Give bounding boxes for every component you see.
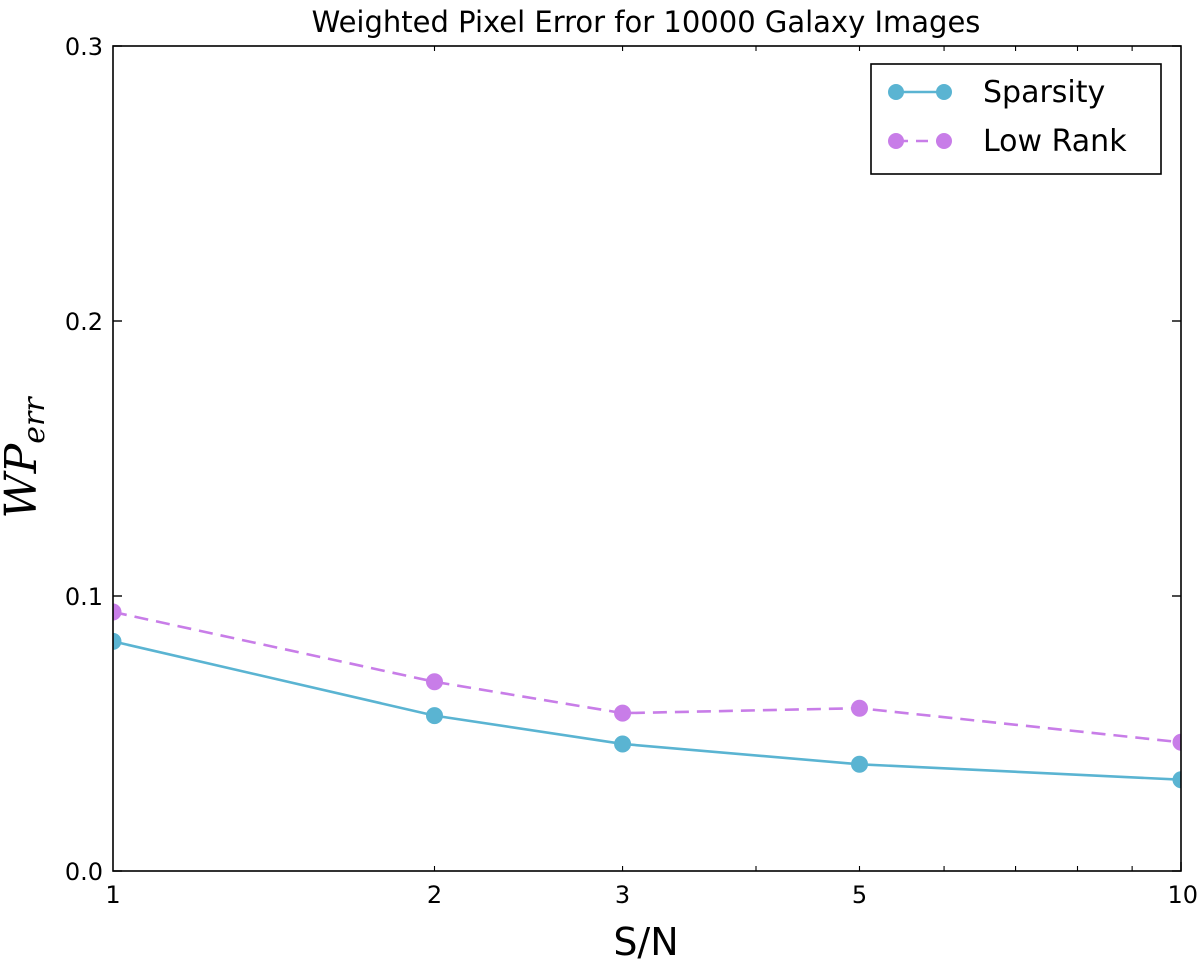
series-layer — [113, 603, 1181, 789]
legend-marker-1 — [936, 133, 952, 149]
series-line-0 — [113, 640, 1181, 781]
x-tick-label: 1 — [105, 881, 120, 909]
series-point-0 — [1172, 771, 1181, 789]
y-tick-label: 0.3 — [65, 33, 103, 61]
series-point-1 — [113, 603, 122, 621]
legend-marker-0 — [888, 84, 904, 100]
legend-label-1: Low Rank — [983, 124, 1127, 159]
y-axis-label: WPerr — [0, 396, 52, 519]
x-tick-label: 3 — [615, 881, 630, 909]
series-point-0 — [850, 755, 868, 773]
legend: Sparsity Low Rank — [870, 63, 1162, 175]
series-point-1 — [614, 704, 632, 722]
series-point-0 — [113, 632, 122, 650]
series-point-1 — [426, 673, 444, 691]
series-point-0 — [426, 707, 444, 725]
y-tick-label: 0.0 — [65, 858, 103, 886]
legend-marker-1 — [888, 133, 904, 149]
y-axis-label-sub: err — [17, 396, 52, 444]
x-tick-label: 2 — [427, 881, 442, 909]
plot-frame — [112, 45, 1182, 872]
y-axis-label-main: WP — [0, 442, 47, 518]
legend-marker-0 — [936, 84, 952, 100]
x-tick-label: 5 — [852, 881, 867, 909]
ticks-layer: 0.0 0.1 0.2 0.3 1 2 3 5 10 — [65, 33, 1198, 909]
x-axis-label: S/N — [613, 920, 678, 964]
legend-box — [870, 63, 1162, 175]
series-point-0 — [614, 735, 632, 753]
x-tick-label: 10 — [1167, 881, 1198, 909]
chart-title: Weighted Pixel Error for 10000 Galaxy Im… — [312, 5, 981, 39]
legend-label-0: Sparsity — [983, 75, 1105, 110]
series-point-1 — [1172, 733, 1181, 751]
y-tick-label: 0.2 — [65, 308, 103, 336]
y-tick-label: 0.1 — [65, 583, 103, 611]
series-point-1 — [850, 699, 868, 717]
svg-text:WPerr: WPerr — [0, 396, 52, 519]
